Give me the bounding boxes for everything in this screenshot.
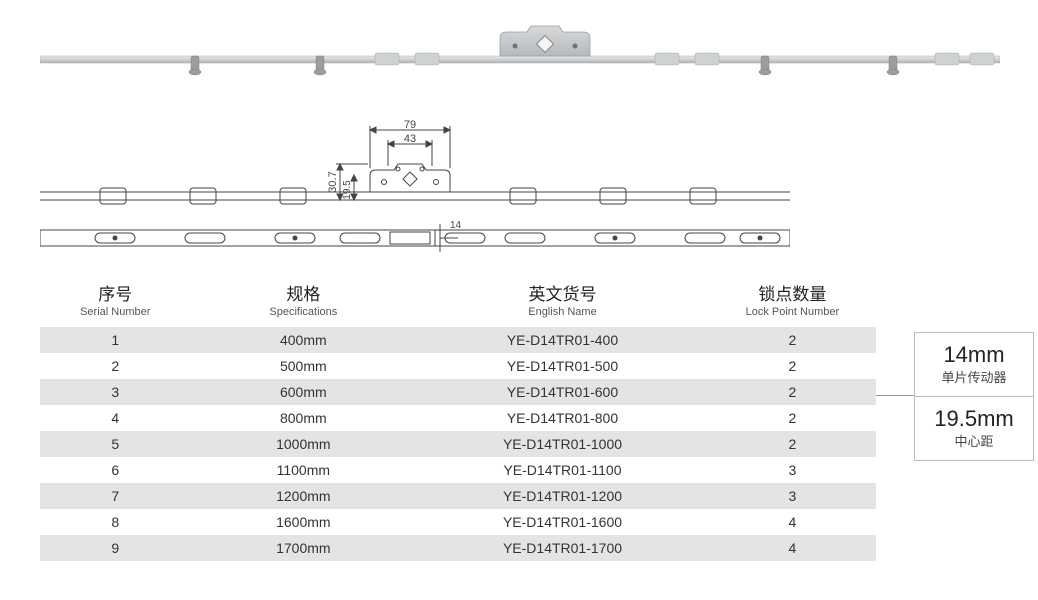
col-header-sn-en: Serial Number xyxy=(40,306,190,319)
product-render-svg xyxy=(40,20,1000,80)
table-row: 4800mmYE-D14TR01-8002 xyxy=(40,405,876,431)
dim-30-7: 30.7 xyxy=(327,171,339,192)
col-header-sn-cn: 序号 xyxy=(40,284,190,306)
table-row: 3600mmYE-D14TR01-6002 xyxy=(40,379,876,405)
callout-top-small: 单片传动器 xyxy=(919,367,1029,386)
dim-14: 14 xyxy=(450,220,462,231)
diagram-svg: 79 43 30.7 xyxy=(40,120,790,260)
callout-bottom-small: 中心距 xyxy=(919,431,1029,450)
dim-19-5: 19.5 xyxy=(342,180,353,200)
product-render xyxy=(40,20,1000,80)
col-header-spec-en: Specifications xyxy=(190,306,416,319)
table-row: 2500mmYE-D14TR01-5002 xyxy=(40,353,876,379)
callout-top: 14mm 单片传动器 xyxy=(915,333,1033,396)
callout-bottom: 19.5mm 中心距 xyxy=(915,396,1033,460)
dim-43: 43 xyxy=(404,133,416,145)
col-header-sn: 序号 Serial Number xyxy=(40,280,190,327)
col-header-spec: 规格 Specifications xyxy=(190,280,416,327)
table-row: 91700mmYE-D14TR01-17004 xyxy=(40,535,876,561)
table-row: 71200mmYE-D14TR01-12003 xyxy=(40,483,876,509)
table-row: 1400mmYE-D14TR01-4002 xyxy=(40,327,876,353)
table-row: 81600mmYE-D14TR01-16004 xyxy=(40,509,876,535)
table-header-row: 序号 Serial Number 规格 Specifications 英文货号 … xyxy=(40,280,876,327)
col-header-spec-cn: 规格 xyxy=(190,284,416,306)
spec-table-container: 序号 Serial Number 规格 Specifications 英文货号 … xyxy=(40,280,876,561)
technical-diagram: 79 43 30.7 xyxy=(40,120,790,260)
callout-leader-line xyxy=(876,395,914,396)
callout-box: 14mm 单片传动器 19.5mm 中心距 xyxy=(914,332,1034,461)
col-header-name: 英文货号 English Name xyxy=(416,280,709,327)
col-header-locks-cn: 锁点数量 xyxy=(709,284,876,306)
callout-bottom-big: 19.5mm xyxy=(919,407,1029,431)
spec-table: 序号 Serial Number 规格 Specifications 英文货号 … xyxy=(40,280,876,561)
callout-top-big: 14mm xyxy=(919,343,1029,367)
table-row: 51000mmYE-D14TR01-10002 xyxy=(40,431,876,457)
table-row: 61100mmYE-D14TR01-11003 xyxy=(40,457,876,483)
spec-table-body: 1400mmYE-D14TR01-4002 2500mmYE-D14TR01-5… xyxy=(40,327,876,561)
col-header-name-cn: 英文货号 xyxy=(416,284,709,306)
col-header-locks-en: Lock Point Number xyxy=(709,306,876,319)
dim-79: 79 xyxy=(404,120,416,131)
col-header-name-en: English Name xyxy=(416,306,709,319)
col-header-locks: 锁点数量 Lock Point Number xyxy=(709,280,876,327)
